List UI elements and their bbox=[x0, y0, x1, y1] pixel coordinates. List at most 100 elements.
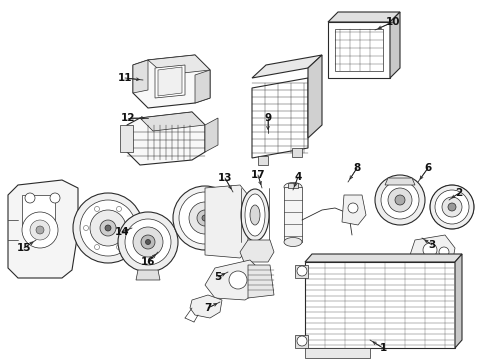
Polygon shape bbox=[136, 270, 160, 280]
Circle shape bbox=[173, 186, 237, 250]
Circle shape bbox=[80, 200, 136, 256]
Ellipse shape bbox=[284, 238, 302, 247]
Polygon shape bbox=[295, 265, 308, 278]
Circle shape bbox=[95, 206, 99, 211]
Circle shape bbox=[448, 203, 456, 211]
Circle shape bbox=[395, 195, 405, 205]
Circle shape bbox=[100, 220, 116, 236]
Circle shape bbox=[105, 225, 111, 231]
Text: 15: 15 bbox=[17, 243, 31, 253]
Circle shape bbox=[435, 190, 469, 224]
Text: 9: 9 bbox=[265, 113, 271, 123]
Polygon shape bbox=[158, 67, 182, 96]
Text: 11: 11 bbox=[118, 73, 132, 83]
Circle shape bbox=[141, 235, 155, 249]
Circle shape bbox=[90, 210, 126, 246]
Polygon shape bbox=[305, 262, 455, 348]
Text: 17: 17 bbox=[251, 170, 265, 180]
Text: 3: 3 bbox=[428, 240, 436, 250]
Circle shape bbox=[95, 244, 99, 249]
Text: 7: 7 bbox=[204, 303, 212, 313]
Polygon shape bbox=[308, 55, 322, 138]
Polygon shape bbox=[292, 148, 302, 157]
Circle shape bbox=[125, 219, 171, 265]
Text: 8: 8 bbox=[353, 163, 361, 173]
Polygon shape bbox=[328, 22, 390, 78]
Circle shape bbox=[229, 271, 247, 289]
Polygon shape bbox=[148, 55, 210, 75]
Polygon shape bbox=[190, 295, 222, 318]
Text: 5: 5 bbox=[215, 272, 221, 282]
Circle shape bbox=[348, 203, 358, 213]
Text: 1: 1 bbox=[379, 343, 387, 353]
Circle shape bbox=[36, 226, 44, 234]
Text: 12: 12 bbox=[121, 113, 135, 123]
Polygon shape bbox=[342, 195, 366, 225]
Polygon shape bbox=[195, 70, 210, 103]
Text: 16: 16 bbox=[141, 257, 155, 267]
Polygon shape bbox=[328, 12, 400, 22]
Text: 13: 13 bbox=[218, 173, 232, 183]
Polygon shape bbox=[133, 60, 148, 93]
Polygon shape bbox=[120, 125, 133, 152]
Circle shape bbox=[127, 225, 132, 230]
Polygon shape bbox=[22, 195, 55, 225]
Circle shape bbox=[442, 197, 462, 217]
Circle shape bbox=[30, 220, 50, 240]
Polygon shape bbox=[205, 185, 248, 258]
Circle shape bbox=[439, 247, 449, 257]
Circle shape bbox=[22, 212, 58, 248]
Polygon shape bbox=[288, 183, 298, 188]
Circle shape bbox=[117, 244, 122, 249]
Text: 4: 4 bbox=[294, 172, 302, 182]
Circle shape bbox=[50, 193, 60, 203]
Polygon shape bbox=[252, 78, 308, 158]
Polygon shape bbox=[258, 156, 268, 165]
Ellipse shape bbox=[245, 194, 265, 236]
Ellipse shape bbox=[284, 183, 302, 192]
Circle shape bbox=[189, 202, 221, 234]
Circle shape bbox=[133, 227, 163, 257]
Circle shape bbox=[381, 181, 419, 219]
Text: 10: 10 bbox=[386, 17, 400, 27]
Polygon shape bbox=[284, 187, 302, 242]
Polygon shape bbox=[205, 118, 218, 152]
Polygon shape bbox=[335, 29, 383, 71]
Circle shape bbox=[117, 206, 122, 211]
Polygon shape bbox=[140, 112, 205, 131]
Polygon shape bbox=[155, 65, 185, 98]
Circle shape bbox=[297, 266, 307, 276]
Ellipse shape bbox=[241, 189, 269, 241]
Circle shape bbox=[179, 192, 231, 244]
Polygon shape bbox=[252, 55, 322, 78]
Circle shape bbox=[375, 175, 425, 225]
Polygon shape bbox=[410, 235, 455, 268]
Text: 6: 6 bbox=[424, 163, 432, 173]
Ellipse shape bbox=[250, 205, 260, 225]
Polygon shape bbox=[248, 265, 274, 298]
Circle shape bbox=[118, 212, 178, 272]
Circle shape bbox=[297, 336, 307, 346]
Circle shape bbox=[423, 243, 437, 257]
Polygon shape bbox=[127, 112, 205, 165]
Circle shape bbox=[388, 188, 412, 212]
Text: 14: 14 bbox=[115, 227, 129, 237]
Polygon shape bbox=[133, 55, 210, 108]
Polygon shape bbox=[305, 254, 462, 262]
Circle shape bbox=[83, 225, 89, 230]
Circle shape bbox=[73, 193, 143, 263]
Polygon shape bbox=[455, 254, 462, 348]
Polygon shape bbox=[240, 240, 274, 262]
Polygon shape bbox=[295, 335, 308, 348]
Circle shape bbox=[25, 193, 35, 203]
Circle shape bbox=[197, 210, 213, 226]
Polygon shape bbox=[205, 260, 262, 300]
Polygon shape bbox=[385, 178, 415, 185]
Circle shape bbox=[202, 215, 208, 221]
Polygon shape bbox=[390, 12, 400, 78]
Circle shape bbox=[146, 239, 150, 244]
Polygon shape bbox=[8, 180, 78, 278]
Text: 2: 2 bbox=[455, 188, 463, 198]
Circle shape bbox=[430, 185, 474, 229]
Polygon shape bbox=[305, 348, 370, 358]
